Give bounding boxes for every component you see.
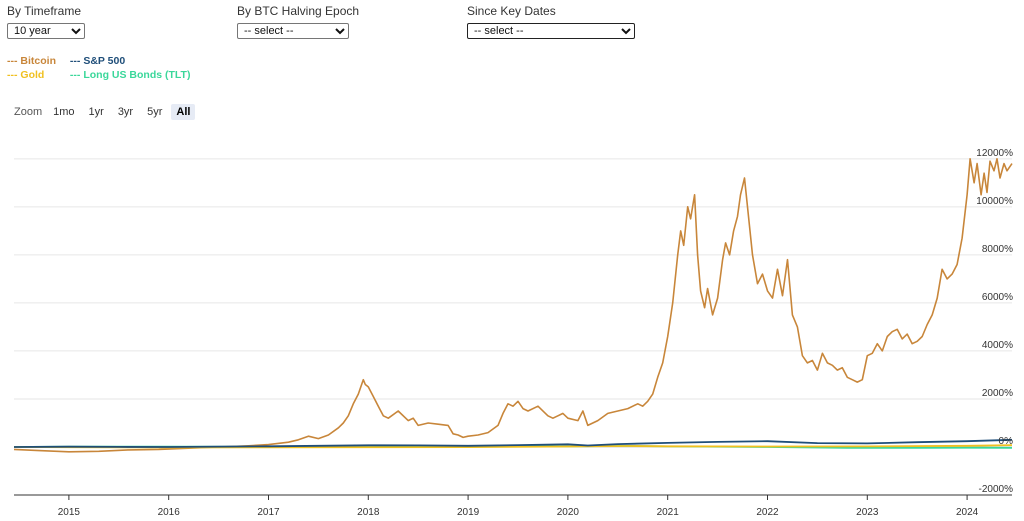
timeframe-control: By Timeframe 10 year [7,4,85,39]
zoom-1yr-button[interactable]: 1yr [88,106,104,118]
x-tick-label: 2019 [457,507,480,518]
y-tick-label: 12000% [976,148,1013,159]
y-tick-label: 4000% [982,340,1013,351]
series-lines [13,158,1013,453]
key-dates-select[interactable]: -- select -- [467,23,635,39]
series-line-s-p-500 [13,438,1013,448]
zoom-all-button[interactable]: All [171,104,196,120]
x-tick-label: 2016 [158,507,181,518]
y-tick-label: 6000% [982,292,1013,303]
timeframe-label: By Timeframe [7,4,82,18]
legend-item-gold[interactable]: --- Gold [7,69,45,81]
y-tick-label: 2000% [982,388,1013,399]
y-tick-label: 0% [999,436,1014,447]
halving-epoch-select[interactable]: -- select -- [237,23,349,39]
axes: 12000% 10000% 8000% 6000% 4000% 2000% 0% -2000%… [14,148,1013,518]
zoom-5yr-button[interactable]: 5yr [147,106,163,118]
x-tick-label: 2015 [58,507,81,518]
legend: --- Bitcoin --- S&P 500 --- Gold --- Lon… [7,55,190,83]
legend-item-sp500[interactable]: --- S&P 500 [69,55,126,67]
zoom-3yr-button[interactable]: 3yr [117,106,134,118]
x-tick-label: 2021 [657,507,680,518]
zoom-1mo-button[interactable]: 1mo [53,106,75,118]
key-dates-control: Since Key Dates -- select -- [467,4,635,39]
timeframe-select[interactable]: 10 year [7,23,85,39]
x-tick-label: 2018 [357,507,380,518]
y-tick-label: 10000% [976,196,1013,207]
x-tick-label: 2023 [856,507,879,518]
legend-item-tlt[interactable]: --- Long US Bonds (TLT) [69,69,191,81]
legend-item-bitcoin[interactable]: --- Bitcoin [7,55,56,67]
x-tick-label: 2020 [557,507,580,518]
y-tick-label: 8000% [982,244,1013,255]
x-tick-label: 2024 [956,507,979,518]
halving-epoch-label: By BTC Halving Epoch [237,4,360,18]
x-tick-label: 2022 [756,507,779,518]
zoom-label: Zoom [14,106,43,118]
series-line-bitcoin [13,158,1013,453]
performance-chart: 12000% 10000% 8000% 6000% 4000% 2000% 0% -2000%… [13,148,1013,518]
x-tick-label: 2017 [257,507,280,518]
key-dates-label: Since Key Dates [467,4,556,18]
zoom-bar: Zoom 1mo 1yr 3yr 5yr All [14,104,199,120]
y-tick-label: -2000% [979,484,1014,495]
halving-epoch-control: By BTC Halving Epoch -- select -- [237,4,359,39]
